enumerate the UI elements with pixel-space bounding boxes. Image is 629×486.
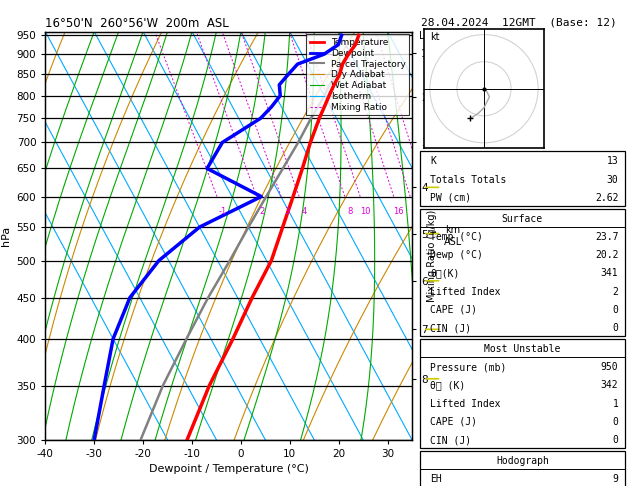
Bar: [420, 339, 625, 448]
Legend: Temperature, Dewpoint, Parcel Trajectory, Dry Adiabat, Wet Adiabat, Isotherm, Mi: Temperature, Dewpoint, Parcel Trajectory…: [306, 35, 409, 115]
Text: Most Unstable: Most Unstable: [484, 344, 560, 354]
Text: 2: 2: [613, 287, 618, 296]
Text: 1: 1: [613, 399, 618, 409]
Text: 0: 0: [613, 323, 618, 333]
Text: Lifted Index: Lifted Index: [430, 287, 501, 296]
Text: θᴇ(K): θᴇ(K): [430, 268, 460, 278]
X-axis label: Dewpoint / Temperature (°C): Dewpoint / Temperature (°C): [148, 465, 309, 474]
Text: Hodograph: Hodograph: [496, 456, 549, 466]
Text: Pressure (mb): Pressure (mb): [430, 362, 507, 372]
Text: 341: 341: [601, 268, 618, 278]
Text: kt: kt: [430, 32, 440, 42]
Text: 950: 950: [601, 362, 618, 372]
Text: 30: 30: [607, 174, 618, 185]
Text: 0: 0: [613, 305, 618, 315]
Text: CAPE (J): CAPE (J): [430, 305, 477, 315]
Text: θᴇ (K): θᴇ (K): [430, 381, 465, 390]
Text: 2.62: 2.62: [595, 193, 618, 203]
Text: 23.7: 23.7: [595, 232, 618, 242]
Text: CIN (J): CIN (J): [430, 435, 472, 445]
Text: PW (cm): PW (cm): [430, 193, 472, 203]
Bar: [420, 208, 625, 336]
Text: 8: 8: [347, 207, 353, 216]
Text: 20.2: 20.2: [595, 250, 618, 260]
Text: 16: 16: [393, 207, 404, 216]
Text: 2: 2: [260, 207, 265, 216]
Text: CAPE (J): CAPE (J): [430, 417, 477, 427]
Text: 13: 13: [607, 156, 618, 166]
Text: EH: EH: [430, 474, 442, 484]
Text: Mixing Ratio (g/kg): Mixing Ratio (g/kg): [427, 210, 437, 302]
Bar: [420, 151, 625, 206]
Text: Lifted Index: Lifted Index: [430, 399, 501, 409]
Text: Temp (°C): Temp (°C): [430, 232, 483, 242]
Text: 0: 0: [613, 435, 618, 445]
Text: CIN (J): CIN (J): [430, 323, 472, 333]
Text: Totals Totals: Totals Totals: [430, 174, 507, 185]
Text: 10: 10: [360, 207, 370, 216]
Text: -1: -1: [219, 207, 227, 216]
Text: 3: 3: [284, 207, 289, 216]
Text: LCL: LCL: [420, 31, 437, 41]
Text: Surface: Surface: [502, 214, 543, 224]
Text: K: K: [430, 156, 437, 166]
Text: 0: 0: [613, 417, 618, 427]
Text: 16°50'N  260°56'W  200m  ASL: 16°50'N 260°56'W 200m ASL: [45, 17, 229, 31]
Text: 4: 4: [302, 207, 307, 216]
Y-axis label: hPa: hPa: [1, 226, 11, 246]
Y-axis label: km
ASL: km ASL: [443, 225, 462, 246]
Bar: [420, 451, 625, 486]
Text: 9: 9: [613, 474, 618, 484]
Text: 342: 342: [601, 381, 618, 390]
Text: Dewp (°C): Dewp (°C): [430, 250, 483, 260]
Text: 28.04.2024  12GMT  (Base: 12): 28.04.2024 12GMT (Base: 12): [421, 17, 617, 28]
